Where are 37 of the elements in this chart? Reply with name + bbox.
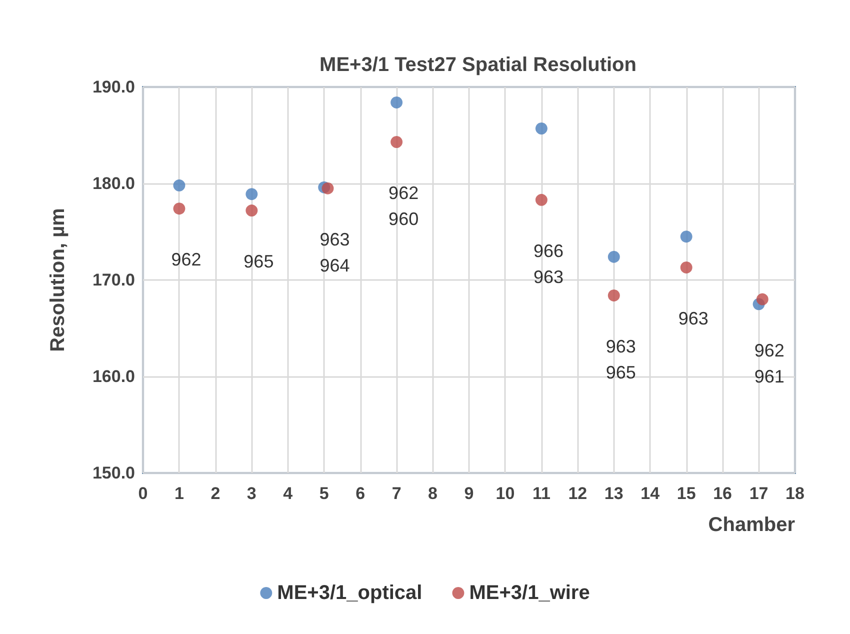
x-tick-label: 7: [392, 484, 402, 503]
x-tick-label: 3: [246, 484, 256, 503]
annotation: 962: [171, 250, 202, 270]
x-tick-label: 9: [464, 484, 474, 503]
x-tick-label: 8: [428, 484, 438, 503]
x-tick-label: 6: [356, 484, 366, 503]
x-tick-label: 12: [568, 484, 588, 503]
chart-title: ME+3/1 Test27 Spatial Resolution: [320, 54, 636, 76]
y-tick-label: 180.0: [92, 174, 135, 193]
y-axis-title: Resolution, µm: [47, 208, 69, 352]
legend-label: ME+3/1_wire: [469, 582, 590, 604]
x-tick-label: 14: [640, 484, 660, 503]
x-tick-label: 4: [283, 484, 294, 503]
x-tick-label: 18: [786, 484, 804, 503]
annotation: 963: [678, 308, 708, 328]
x-tick-label: 11: [532, 484, 550, 503]
y-tick-label: 160.0: [92, 367, 135, 386]
annotation: 966 963: [533, 240, 564, 287]
annotation: 962 960: [388, 183, 419, 230]
x-tick-label: 2: [210, 484, 220, 503]
legend-label: ME+3/1_optical: [277, 582, 422, 604]
annotation: 963 964: [320, 229, 350, 276]
y-tick-label: 170.0: [92, 270, 135, 290]
x-tick-label: 16: [713, 484, 732, 503]
x-tick-label: 10: [496, 484, 515, 503]
x-tick-label: 15: [676, 484, 696, 503]
x-tick-label: 1: [174, 484, 184, 503]
annotation: 962 961: [754, 340, 784, 386]
x-axis-title: Chamber: [708, 514, 796, 536]
x-tick-label: 13: [604, 484, 624, 503]
y-tick-label: 190.0: [92, 78, 135, 96]
y-tick-label: 150.0: [92, 464, 135, 482]
x-tick-label: 5: [319, 484, 329, 503]
x-tick-label: 0: [138, 484, 148, 503]
annotation: 965: [244, 252, 274, 272]
x-tick-label: 17: [749, 484, 768, 503]
annotation: 963 965: [606, 336, 636, 382]
